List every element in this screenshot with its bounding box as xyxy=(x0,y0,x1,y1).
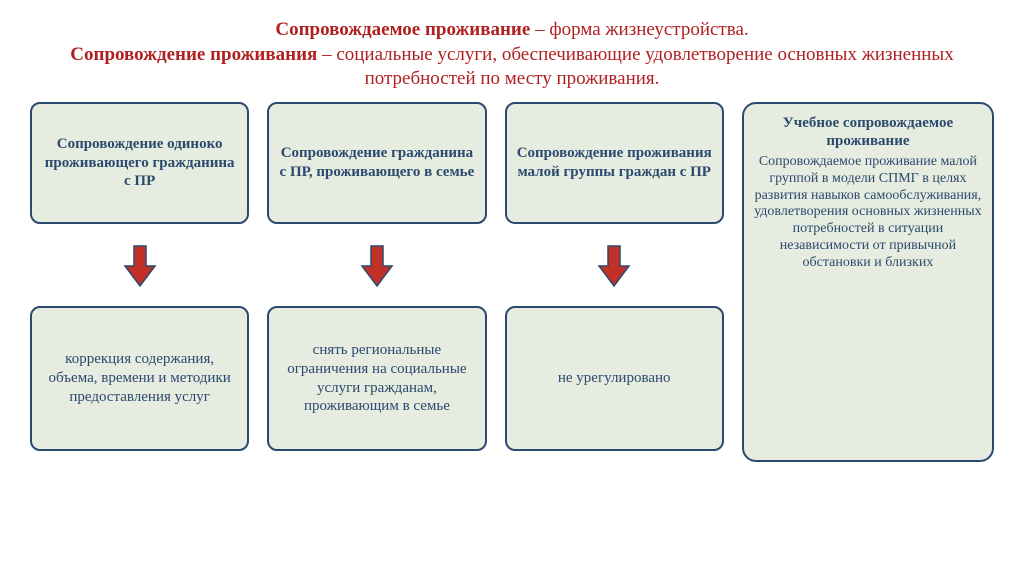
tall-box-body: Сопровождаемое проживание малой группой … xyxy=(754,154,982,272)
tall-box: Учебное сопровождаемое проживание Сопров… xyxy=(742,102,994,462)
box-top-3: Сопровождение проживания малой группы гр… xyxy=(505,102,724,224)
box-bottom-2: снять региональные ограничения на социал… xyxy=(267,306,486,451)
column-3: Сопровождение проживания малой группы гр… xyxy=(505,102,724,451)
tall-box-title: Учебное сопровождаемое проживание xyxy=(754,114,982,150)
header-rest-2: – социальные услуги, обеспечивающие удов… xyxy=(317,44,953,90)
column-4: Учебное сопровождаемое проживание Сопров… xyxy=(742,102,994,462)
box-top-2: Сопровождение гражданина с ПР, проживающ… xyxy=(267,102,486,224)
column-2: Сопровождение гражданина с ПР, проживающ… xyxy=(267,102,486,451)
arrow-down-icon xyxy=(123,244,157,288)
header-rest-1: – форма жизнеустройства. xyxy=(530,19,748,40)
column-1: Сопровождение одиноко проживающего гражд… xyxy=(30,102,249,451)
arrow-down-icon xyxy=(597,244,631,288)
box-top-1: Сопровождение одиноко проживающего гражд… xyxy=(30,102,249,224)
header-term-1: Сопровождаемое проживание xyxy=(275,19,530,40)
box-bottom-3: не урегулировано xyxy=(505,306,724,451)
header: Сопровождаемое проживание – форма жизнеу… xyxy=(0,0,1024,102)
arrow-down-icon xyxy=(360,244,394,288)
header-term-2: Сопровождение проживания xyxy=(70,44,317,65)
diagram: Сопровождение одиноко проживающего гражд… xyxy=(0,102,1024,462)
box-bottom-1: коррекция содержания, объема, времени и … xyxy=(30,306,249,451)
